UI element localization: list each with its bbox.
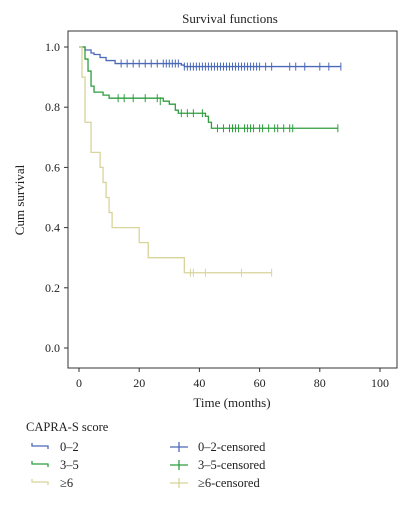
x-tick-label: 20 xyxy=(133,376,145,390)
survival-curve-3 xyxy=(79,46,272,274)
legend-title: CAPRA-S score xyxy=(26,420,109,434)
legend-step-label: 0–2 xyxy=(60,440,79,454)
y-tick-label: 0.4 xyxy=(45,221,60,235)
legend-censor-label: ≥6-censored xyxy=(198,476,260,490)
x-tick-label: 0 xyxy=(76,376,82,390)
y-tick-label: 0.8 xyxy=(45,100,60,114)
y-axis-ticks: 0.0 0.2 0.4 0.6 0.8 1.0 xyxy=(45,40,68,355)
legend-step-label: 3–5 xyxy=(60,458,79,472)
x-tick-label: 100 xyxy=(371,376,389,390)
legend: CAPRA-S score 0–2 0–2-censored 3–5 3–5-cens… xyxy=(26,420,266,490)
plot-series xyxy=(79,46,342,277)
legend-censor-label: 3–5-censored xyxy=(198,458,266,472)
legend-step-label: ≥6 xyxy=(60,476,73,490)
legend-censor-label: 0–2-censored xyxy=(198,440,266,454)
plot-frame xyxy=(67,30,398,369)
survival-curve-1 xyxy=(79,46,341,68)
legend-step-swatch xyxy=(31,443,49,449)
x-axis-label: Time (months) xyxy=(193,395,270,410)
y-tick-label: 0.2 xyxy=(45,281,60,295)
y-axis-label: Cum survival xyxy=(12,164,27,235)
chart-title: Survival functions xyxy=(182,11,278,26)
x-tick-label: 60 xyxy=(254,376,266,390)
x-tick-label: 40 xyxy=(193,376,205,390)
y-tick-label: 0.0 xyxy=(45,341,60,355)
survival-curve-2 xyxy=(79,46,338,129)
y-tick-label: 1.0 xyxy=(45,40,60,54)
y-tick-label: 0.6 xyxy=(45,160,60,174)
legend-step-swatch xyxy=(31,479,49,485)
x-tick-label: 80 xyxy=(314,376,326,390)
legend-step-swatch xyxy=(31,461,49,467)
x-axis-ticks: 0 20 40 60 80 100 xyxy=(76,368,389,390)
